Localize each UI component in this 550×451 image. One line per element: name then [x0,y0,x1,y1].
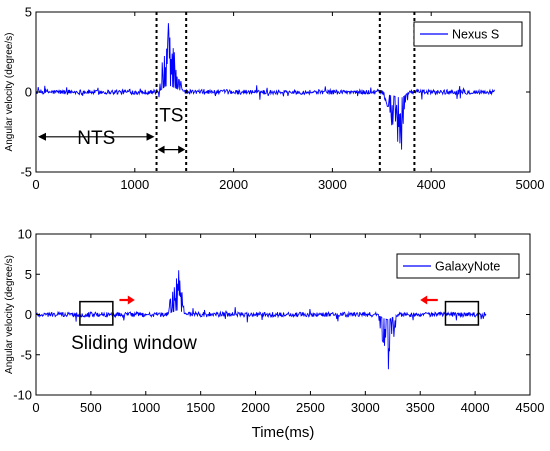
chart-bottom-galaxynote: 0 500 1000 1500 2000 2500 3000 3500 4000 4500 -10 -… [4,227,544,442]
plot-frame [35,11,531,173]
window-shift-arrowhead-left [420,295,428,305]
plot-frame [35,233,531,396]
x-tick-label: 4000 [417,177,446,192]
y-tick-label: 5 [25,5,32,20]
sliding-window-label: Sliding window [71,333,197,354]
y-axis-label: Angular velocity (degree/s) [4,255,15,374]
series-line-galaxynote [35,270,487,370]
y-tick-label: -5 [20,165,32,180]
x-tick-label: 2000 [219,177,248,192]
ts-label: TS [159,106,183,127]
annotations: Sliding window [71,295,480,354]
sliding-window-box [79,300,114,326]
x-tick-label: 500 [80,400,102,415]
x-tick-label: 3000 [318,177,347,192]
x-tick-label: 1000 [131,400,160,415]
x-tick-label: 4500 [516,400,545,415]
y-tick-label: 0 [25,85,32,100]
legend: Nexus S [413,21,523,47]
x-tick-label: 0 [32,400,39,415]
sliding-window-box [444,300,480,326]
nts-arrow-head-right [146,132,155,141]
x-tick-label: 4000 [461,400,490,415]
x-tick-label: 3000 [351,400,380,415]
x-tick-label: 3500 [406,400,435,415]
y-tick-label: -5 [20,347,32,362]
plot-lines [35,23,496,150]
x-tick-label: 1500 [186,400,215,415]
plot-lines [35,270,487,370]
legend-box [396,253,520,279]
annotations: NTS TS [38,12,416,172]
y-tick-label: 10 [18,227,32,242]
x-tick-label: 5000 [516,177,545,192]
nts-arrow-head-left [38,132,46,141]
y-axis-label: Angular velocity (degree/s) [4,33,15,152]
y-tick-label: 5 [25,267,32,282]
x-tick-label: 2500 [296,400,325,415]
y-tick-label: -10 [13,388,32,403]
legend-label: Nexus S [452,28,499,42]
y-tick-label: 0 [25,307,32,322]
ts-arrow-head-left [157,145,165,154]
series-line-nexus-s [35,23,496,150]
x-axis-label: Time(ms) [252,424,315,441]
x-tick-label: 1000 [120,177,149,192]
legend: GalaxyNote [396,253,520,279]
axis-ticks: 0 500 1000 1500 2000 2500 3000 3500 4000 4500 -10 -… [13,227,544,416]
x-tick-label: 0 [32,177,39,192]
nts-label-backing [72,123,121,148]
nts-label: NTS [77,128,115,149]
ts-arrow-head-right [178,145,186,154]
x-tick-label: 2000 [241,400,270,415]
window-shift-arrowhead-right [127,295,135,305]
chart-top-nexus-s: 0 1000 2000 3000 4000 5000-505 Angular veloci… [4,5,544,193]
legend-label: GalaxyNote [435,260,500,274]
